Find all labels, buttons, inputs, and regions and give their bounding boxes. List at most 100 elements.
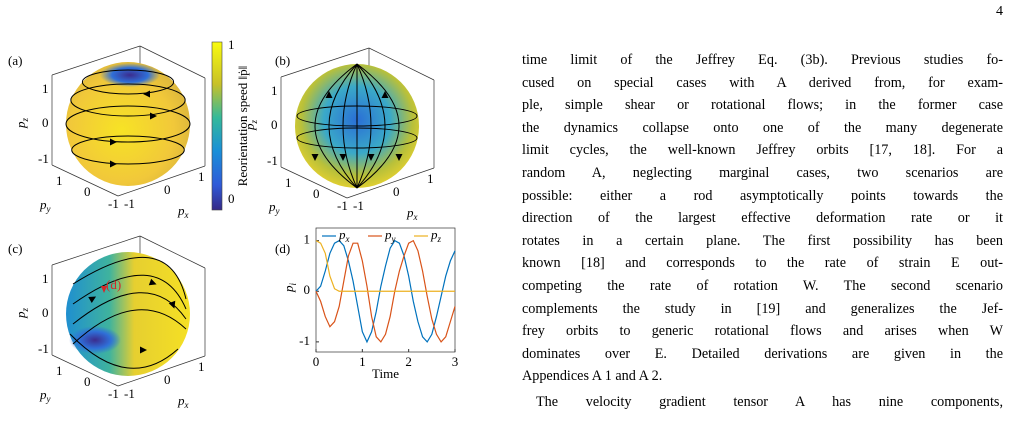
tick-label: 0 [393,184,400,199]
tick-label: -1 [337,198,348,213]
legend-label: px [338,227,350,244]
tick-label: 0 [42,115,49,130]
tick-label: -1 [108,386,119,401]
tick-label: 1 [285,175,292,190]
tick-label: 1 [56,363,63,378]
arrow [140,346,147,354]
axis-label-sub: x [413,212,418,222]
axis-label: py [39,197,51,214]
axis-label-sub: y [46,204,51,214]
trajectory [356,63,400,189]
box-edge [280,47,370,78]
x-tick-label: 2 [405,354,412,369]
sphere-panel: 1 0 -1 1 0 -1 -1 0 1 [267,47,435,213]
y-tick-label: 1 [304,232,311,247]
text-line: time limit of the Jeffrey Eq. (3b). Prev… [522,52,1003,68]
trajectory [70,83,186,117]
colorbar-tick: 0 [228,191,235,206]
tick-label: 0 [313,186,320,201]
tick-label: 1 [42,271,49,286]
box-edge [368,47,435,81]
text-line: Appendices A 1 and A 2. [522,368,663,385]
colorbar-tick: 1 [228,37,235,52]
axis-label-base: p [13,311,28,319]
trajectory [296,127,418,149]
trajectory [72,274,187,310]
axis-label-sub: x [184,400,189,410]
tick-label: 1 [271,83,278,98]
box-edge [51,354,119,387]
tick-label: 0 [42,305,49,320]
axis-label-sub: z [20,308,30,313]
start-marker [101,286,107,293]
x-tick-label: 3 [452,354,459,369]
box-edge [139,235,206,269]
tick-label: 0 [84,184,91,199]
text-line: known [18] and corresponds to the rate o… [522,255,1003,272]
trajectory [356,63,386,189]
text-line: dominates over E. Detailed derivations a… [522,345,1003,362]
tick-label: 1 [198,169,205,184]
colorbar [211,41,223,211]
arrow [110,138,117,146]
arrow [88,296,97,304]
trajectory [72,292,187,325]
axis-label: px [406,205,418,222]
axis-label-sub: z [20,118,30,123]
tick-label: 0 [164,372,171,387]
axis-label-base: p [268,199,276,214]
arrow [150,112,157,120]
trajectory [314,63,358,189]
y-axis-label-sub: i [288,283,298,286]
box-edge [117,165,206,197]
arrow [339,154,347,161]
box-edge [346,167,435,199]
legend-sub: x [345,234,350,244]
axis-label-base: p [39,387,47,402]
axis-label-sub: y [46,394,51,404]
axis-label: px [177,203,189,220]
tick-label: 1 [42,81,49,96]
arrow [110,160,117,168]
axis-label-sub: y [275,206,280,216]
axis-label-base: p [13,121,28,129]
box-edge [280,166,348,199]
tick-label: -1 [124,196,135,211]
series-line [315,239,456,343]
arrow [325,91,333,98]
legend-sub: y [391,234,396,244]
slow-region [100,63,160,87]
panel-label: (c) [8,241,22,256]
tick-label: 0 [164,182,171,197]
arrow [381,91,389,98]
series-line [315,239,456,344]
tick-label: -1 [267,153,278,168]
text-line: rotates in a certain plane. The first po… [522,232,1003,249]
text-line: the dynamics collapse onto one of the ma… [522,119,1003,136]
trajectory [81,69,175,95]
sphere [66,62,190,186]
arrow [311,154,319,161]
annotation: (d) [106,277,121,292]
tick-label: 1 [427,171,434,186]
legend-label: pz [430,227,442,244]
tick-label: -1 [124,386,135,401]
trajectory [65,105,191,143]
tick-label: 0 [84,374,91,389]
box-edge [117,355,206,387]
text-line: ple, simple shear or rotational flows; i… [522,97,1003,114]
tick-label: 1 [198,359,205,374]
trajectory [69,333,179,369]
axis-label-base: p [177,393,185,408]
box-edge [51,45,141,76]
y-tick-label: 0 [304,282,311,297]
panel-label: (b) [275,53,290,68]
text-line: complements the study in [19] and genera… [522,300,1003,317]
axis-label-base: p [242,123,257,131]
legend-base: p [430,227,438,242]
axis-label-sub: x [184,210,189,220]
x-tick-label: 1 [359,354,366,369]
tick-label: -1 [38,341,49,356]
y-tick-label: -1 [299,333,310,348]
box-edge [51,235,141,266]
